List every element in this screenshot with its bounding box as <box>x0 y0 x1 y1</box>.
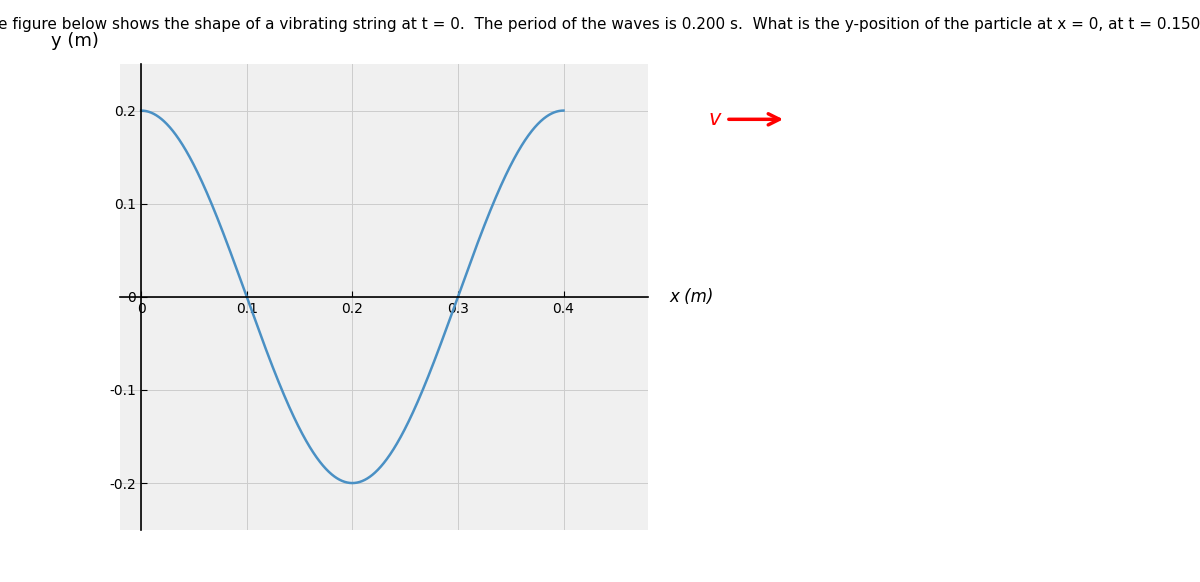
Text: $\mathit{v}$: $\mathit{v}$ <box>708 109 722 129</box>
Text: x (m): x (m) <box>670 288 714 306</box>
Text: The figure below shows the shape of a vibrating string at t = 0.  The period of : The figure below shows the shape of a vi… <box>0 17 1200 33</box>
Text: y (m): y (m) <box>52 32 100 50</box>
